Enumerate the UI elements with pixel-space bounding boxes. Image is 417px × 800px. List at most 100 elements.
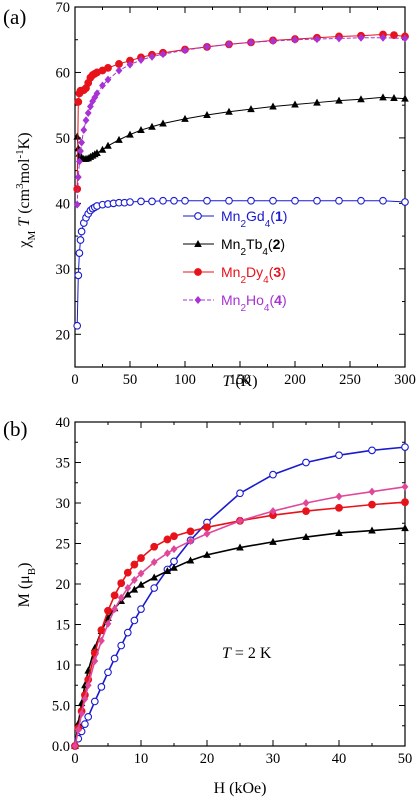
a-data-point — [203, 111, 211, 118]
b-data-point — [74, 719, 83, 727]
a-data-point — [390, 31, 398, 40]
a-data-point — [203, 196, 211, 205]
b-data-point — [137, 605, 145, 613]
b-data-point — [302, 533, 310, 541]
a-data-point — [203, 42, 211, 51]
a-data-point — [87, 102, 94, 111]
a-data-point — [115, 60, 123, 68]
a-data-point — [137, 56, 145, 65]
a-data-point — [84, 109, 92, 118]
b-data-point — [335, 503, 343, 512]
b-data-point — [401, 498, 409, 507]
a-legend-label: Mn2Dy4(3) — [221, 264, 286, 286]
b-series-1 — [71, 443, 409, 750]
a-ytick-label: 50 — [56, 131, 71, 147]
b-data-point — [124, 584, 132, 593]
b-data-point — [97, 683, 106, 691]
a-data-point — [401, 198, 409, 206]
a-data-point — [74, 271, 83, 280]
b-annotation: T = 2 K — [222, 645, 272, 662]
a-data-point — [98, 145, 107, 153]
a-data-point — [379, 93, 387, 101]
b-data-point — [81, 695, 89, 704]
b-data-point — [368, 446, 376, 455]
a-data-point — [181, 46, 189, 55]
b-data-point — [71, 742, 79, 750]
a-data-point — [225, 196, 233, 205]
a-data-point — [137, 126, 145, 134]
b-data-point — [150, 542, 159, 551]
b-data-point — [335, 492, 343, 501]
a-data-point — [291, 35, 299, 44]
b-data-point — [104, 606, 112, 615]
a-data-point — [335, 196, 343, 205]
b-data-point — [131, 575, 138, 584]
b-ytick-label: 20 — [56, 577, 71, 593]
a-data-point — [401, 94, 409, 102]
b-data-point — [164, 549, 171, 558]
b-y-axis-label: M (μB) — [16, 563, 38, 608]
a-data-point — [159, 196, 167, 205]
b-data-point — [335, 451, 343, 460]
b-data-point — [236, 489, 244, 498]
b-xtick-label: 40 — [332, 751, 347, 767]
b-data-point — [123, 628, 132, 637]
a-data-point — [126, 60, 134, 69]
b-ytick-label: 25 — [56, 537, 71, 553]
b-data-point — [104, 619, 112, 628]
b-data-point — [170, 557, 178, 566]
b-data-point — [137, 569, 145, 578]
a-data-point — [225, 40, 233, 49]
a-xtick-label: 300 — [394, 372, 416, 388]
b-data-point — [117, 641, 126, 650]
a-data-point — [104, 141, 112, 149]
a-x-axis-label: T (K) — [222, 373, 257, 390]
a-data-point — [73, 132, 81, 140]
b-data-point — [335, 528, 343, 536]
b-data-point — [137, 580, 145, 588]
b-data-point — [104, 668, 112, 677]
a-data-point — [148, 197, 156, 206]
a-data-point — [76, 236, 85, 244]
a-ytick-label: 20 — [56, 327, 71, 343]
a-data-point — [74, 98, 83, 106]
b-data-point — [81, 720, 89, 728]
b-xtick-label: 10 — [134, 751, 149, 767]
a-data-point — [225, 107, 233, 115]
a-data-point — [104, 63, 112, 72]
a-ytick-label: 70 — [56, 0, 71, 16]
b-data-point — [91, 643, 99, 651]
a-data-point — [77, 147, 84, 155]
b-data-point — [117, 579, 126, 588]
b-data-point — [130, 560, 139, 569]
a-legend-marker — [194, 296, 202, 304]
a-data-point — [247, 38, 255, 47]
b-series-line — [74, 527, 406, 747]
a-xtick-label: 250 — [339, 372, 361, 388]
a-data-point — [313, 196, 321, 205]
b-data-point — [302, 458, 310, 467]
a-data-point — [93, 89, 101, 98]
a-data-point — [313, 35, 321, 44]
b-ytick-label: 0.0 — [52, 739, 70, 755]
b-data-point — [110, 591, 119, 600]
a-data-point — [379, 196, 387, 205]
a-data-point — [77, 227, 86, 236]
b-data-point — [170, 532, 178, 541]
b-ytick-label: 40 — [56, 415, 71, 431]
a-data-point — [73, 200, 81, 209]
b-data-point — [163, 535, 172, 544]
b-data-point — [130, 585, 139, 593]
a-series-line — [76, 96, 406, 160]
b-data-point — [74, 725, 82, 734]
a-data-point — [148, 52, 156, 61]
b-data-point — [170, 545, 178, 554]
a-data-point — [148, 122, 156, 130]
b-ytick-label: 5.0 — [52, 699, 70, 715]
a-data-point — [269, 102, 277, 110]
b-data-point — [401, 482, 409, 491]
a-series-line — [76, 37, 406, 205]
a-data-point — [137, 197, 145, 206]
a-data-point — [115, 66, 123, 75]
b-data-point — [203, 550, 211, 558]
